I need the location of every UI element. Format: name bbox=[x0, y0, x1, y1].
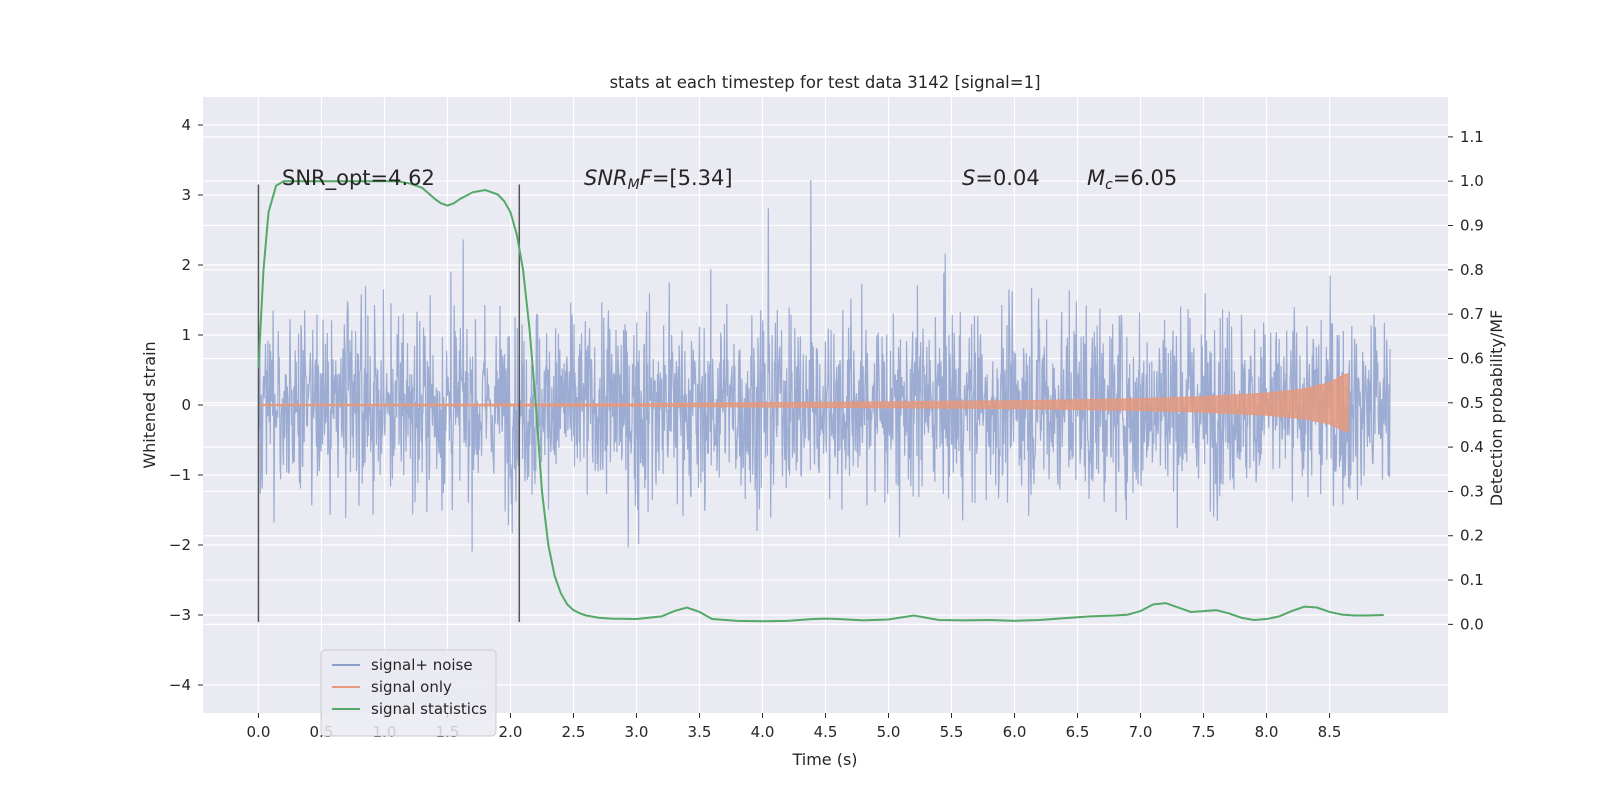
x-tick-label: 3.0 bbox=[625, 723, 649, 741]
x-tick-label: 7.0 bbox=[1129, 723, 1153, 741]
signal-envelope bbox=[257, 372, 1349, 433]
y-tick-label: 2 bbox=[181, 256, 191, 274]
annotations: SNR_opt=4.62 SNRMF=[5.34] S=0.04 Mc=6.05 bbox=[282, 166, 1177, 193]
annotation-snr-opt: SNR_opt=4.62 bbox=[282, 166, 435, 191]
y2-tick-label: 0.1 bbox=[1460, 571, 1484, 589]
legend-label-signal-noise: signal+ noise bbox=[371, 656, 473, 674]
x-tick-label: 6.5 bbox=[1066, 723, 1090, 741]
y-tick-label: −4 bbox=[169, 676, 191, 694]
x-tick-label: 4.0 bbox=[751, 723, 775, 741]
series-signal-only bbox=[257, 372, 1349, 433]
y2-tick-label: 0.0 bbox=[1460, 615, 1484, 633]
y2-tick-label: 1.0 bbox=[1460, 172, 1484, 190]
x-tick-label: 4.5 bbox=[814, 723, 838, 741]
annotation-mc: Mc=6.05 bbox=[1087, 166, 1177, 193]
legend-box bbox=[320, 649, 497, 737]
legend-label-signal-statistics: signal statistics bbox=[371, 700, 487, 718]
y-ticks: 4 3 2 1 0 −1 −2 −3 −4 bbox=[169, 116, 203, 694]
y-tick-label: 3 bbox=[181, 186, 191, 204]
y2-tick-label: 0.8 bbox=[1460, 261, 1484, 279]
plot-area bbox=[257, 180, 1391, 623]
y-tick-label: 1 bbox=[181, 326, 191, 344]
y2-axis-label: Detection probability/MF bbox=[1487, 310, 1506, 507]
y2-ticks: 1.1 1.0 0.9 0.8 0.7 0.6 0.5 0.4 0.3 0.2 0.1 0.0 bbox=[1448, 128, 1484, 633]
annotation-s: S=0.04 bbox=[962, 166, 1040, 190]
x-ticks: 0.00.51.01.52.02.53.03.54.04.55.05.56.06… bbox=[247, 713, 1342, 741]
y2-tick-label: 0.4 bbox=[1460, 438, 1484, 456]
annotation-snr-mf: SNRMF=[5.34] bbox=[584, 166, 733, 193]
y2-tick-label: 1.1 bbox=[1460, 128, 1484, 146]
x-tick-label: 2.0 bbox=[499, 723, 523, 741]
y-tick-label: 0 bbox=[181, 396, 191, 414]
series-signal-statistics bbox=[257, 180, 1384, 623]
legend-label-signal-only: signal only bbox=[371, 678, 452, 696]
x-tick-label: 5.5 bbox=[940, 723, 964, 741]
y2-tick-label: 0.5 bbox=[1460, 394, 1484, 412]
x-tick-label: 2.5 bbox=[562, 723, 586, 741]
vertical-markers bbox=[257, 184, 521, 622]
x-tick-label: 7.5 bbox=[1192, 723, 1216, 741]
y-axis-label: Whitened strain bbox=[140, 341, 159, 468]
statistics-line bbox=[257, 180, 1384, 623]
x-tick-label: 6.0 bbox=[1003, 723, 1027, 741]
y-tick-label: −3 bbox=[169, 606, 191, 624]
x-tick-label: 0.0 bbox=[247, 723, 271, 741]
chart-title: stats at each timestep for test data 314… bbox=[609, 73, 1040, 92]
y2-tick-label: 0.2 bbox=[1460, 527, 1484, 545]
y2-tick-label: 0.3 bbox=[1460, 482, 1484, 500]
y2-tick-label: 0.7 bbox=[1460, 305, 1484, 323]
y2-tick-label: 0.6 bbox=[1460, 349, 1484, 367]
y-tick-label: −2 bbox=[169, 536, 191, 554]
x-tick-label: 5.0 bbox=[877, 723, 901, 741]
x-tick-label: 3.5 bbox=[688, 723, 712, 741]
x-axis-label: Time (s) bbox=[791, 750, 857, 769]
legend: signal+ noise signal only signal statist… bbox=[320, 649, 497, 737]
noise-trace bbox=[257, 180, 1391, 552]
y-tick-label: 4 bbox=[181, 116, 191, 134]
x-tick-label: 8.0 bbox=[1255, 723, 1279, 741]
series-signal-noise bbox=[257, 180, 1391, 552]
y2-tick-label: 0.9 bbox=[1460, 217, 1484, 235]
x-tick-label: 8.5 bbox=[1318, 723, 1342, 741]
y-tick-label: −1 bbox=[169, 466, 191, 484]
